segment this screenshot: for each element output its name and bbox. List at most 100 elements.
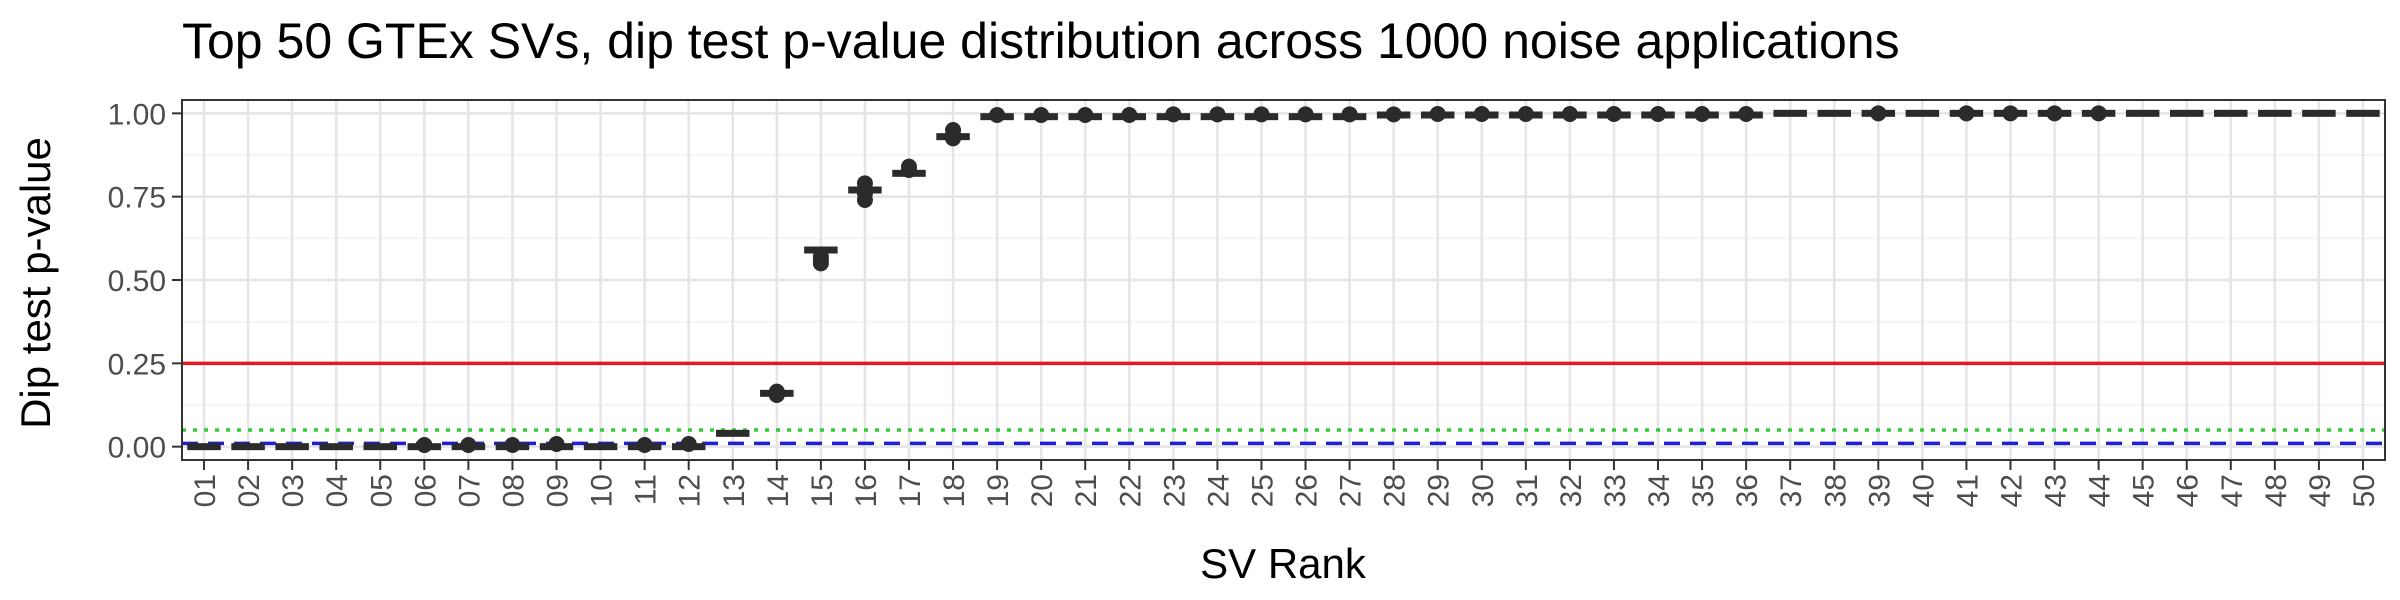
x-tick-label: 16 — [850, 474, 883, 507]
outlier-point-41 — [1958, 105, 1975, 122]
x-tick-label: 39 — [1863, 474, 1896, 507]
x-tick-label: 43 — [2040, 474, 2073, 507]
outlier-point-16 — [856, 192, 873, 208]
x-tick-label: 20 — [1026, 474, 1059, 507]
x-tick-label: 14 — [762, 474, 795, 507]
box-median-38 — [1817, 109, 1851, 117]
y-axis-ticks: 0.00 0.25 0.50 0.75 1.00 — [108, 98, 182, 465]
outlier-point-32 — [1561, 106, 1578, 122]
x-tick-label: 50 — [2348, 474, 2381, 507]
x-tick-label: 26 — [1291, 474, 1324, 507]
box-median-40 — [1905, 109, 1940, 117]
x-tick-label: 15 — [806, 474, 839, 507]
x-tick-label: 18 — [938, 474, 971, 507]
box-median-10 — [583, 443, 618, 451]
y-tick-label: 0.75 — [108, 182, 166, 215]
x-tick-label: 31 — [1511, 474, 1544, 507]
outlier-point-18 — [945, 130, 962, 147]
x-tick-label: 28 — [1379, 474, 1412, 507]
x-tick-label: 09 — [542, 474, 575, 507]
box-median-47 — [2214, 109, 2248, 117]
outlier-point-27 — [1341, 106, 1358, 123]
outlier-point-22 — [1121, 107, 1138, 123]
outlier-point-39 — [1870, 105, 1887, 122]
box-median-37 — [1773, 109, 1807, 117]
box-median-46 — [2169, 109, 2204, 117]
outlier-point-21 — [1077, 107, 1094, 123]
box-median-48 — [2258, 109, 2292, 117]
outlier-point-25 — [1253, 106, 1270, 123]
x-tick-label: 44 — [2084, 474, 2117, 507]
box-median-45 — [2125, 109, 2160, 117]
outlier-point-15 — [812, 255, 829, 272]
box-median-05 — [363, 443, 398, 451]
x-tick-label: 48 — [2260, 474, 2293, 507]
box-median-49 — [2302, 109, 2336, 117]
outlier-point-44 — [2090, 105, 2107, 122]
outlier-point-29 — [1429, 106, 1446, 122]
y-tick-label: 0.50 — [108, 265, 166, 298]
x-tick-label: 42 — [1995, 474, 2028, 507]
x-tick-label: 38 — [1819, 474, 1852, 507]
x-tick-label: 03 — [277, 474, 310, 507]
outlier-point-43 — [2046, 105, 2063, 122]
x-tick-label: 07 — [453, 474, 486, 507]
x-tick-label: 02 — [233, 474, 266, 507]
y-tick-label: 1.00 — [108, 98, 166, 131]
outlier-point-20 — [1033, 107, 1050, 123]
outlier-points — [416, 105, 2107, 453]
outlier-point-34 — [1650, 106, 1667, 122]
outlier-point-12 — [680, 436, 697, 452]
chart-title: Top 50 GTEx SVs, dip test p-value distri… — [182, 13, 1900, 69]
x-tick-label: 06 — [409, 474, 442, 507]
outlier-point-33 — [1605, 106, 1622, 122]
x-tick-label: 27 — [1335, 474, 1368, 507]
x-tick-label: 36 — [1731, 474, 1764, 507]
outlier-point-36 — [1738, 106, 1755, 122]
x-tick-label: 10 — [586, 474, 619, 507]
x-tick-label: 23 — [1158, 474, 1191, 507]
y-tick-label: 0.25 — [108, 348, 166, 381]
outlier-point-26 — [1297, 106, 1314, 123]
x-tick-label: 33 — [1599, 474, 1632, 507]
x-tick-label: 05 — [365, 474, 398, 507]
x-tick-label: 34 — [1643, 474, 1676, 507]
x-axis-ticks: 01 02 03 04 05 06 07 08 09 10 11 12 13 14 15 16 17 18 19 20… — [189, 460, 2381, 507]
x-tick-label: 13 — [718, 474, 751, 507]
outlier-point-14 — [768, 387, 785, 403]
x-tick-label: 24 — [1202, 474, 1235, 507]
x-tick-label: 45 — [2128, 474, 2161, 507]
x-tick-label: 11 — [630, 474, 663, 505]
x-tick-label: 32 — [1555, 474, 1588, 507]
outlier-point-09 — [548, 436, 565, 452]
outlier-point-35 — [1694, 106, 1711, 122]
grid-layer — [182, 100, 2385, 460]
outlier-point-11 — [636, 437, 653, 453]
outlier-point-24 — [1209, 106, 1226, 123]
outlier-point-30 — [1473, 106, 1490, 122]
x-tick-label: 22 — [1114, 474, 1147, 507]
box-median-13 — [716, 429, 750, 437]
outlier-point-07 — [460, 437, 477, 453]
outlier-point-28 — [1385, 106, 1402, 123]
x-tick-label: 37 — [1775, 474, 1808, 507]
box-median-04 — [319, 443, 353, 451]
x-axis-title: SV Rank — [1200, 540, 1367, 587]
outlier-point-42 — [2002, 105, 2019, 122]
x-tick-label: 01 — [189, 474, 222, 507]
x-tick-label: 41 — [1951, 474, 1984, 507]
x-tick-label: 49 — [2304, 474, 2337, 507]
box-median-02 — [231, 443, 265, 451]
x-tick-label: 17 — [894, 474, 927, 507]
outlier-point-23 — [1165, 106, 1182, 123]
x-tick-label: 04 — [321, 474, 354, 507]
y-tick-label: 0.00 — [108, 432, 166, 465]
outlier-point-06 — [416, 437, 433, 453]
y-axis-title: Dip test p-value — [12, 137, 59, 429]
x-tick-label: 46 — [2172, 474, 2205, 507]
x-tick-label: 08 — [497, 474, 530, 507]
x-tick-label: 40 — [1907, 474, 1940, 507]
x-tick-label: 12 — [674, 474, 707, 507]
x-tick-label: 29 — [1423, 474, 1456, 507]
